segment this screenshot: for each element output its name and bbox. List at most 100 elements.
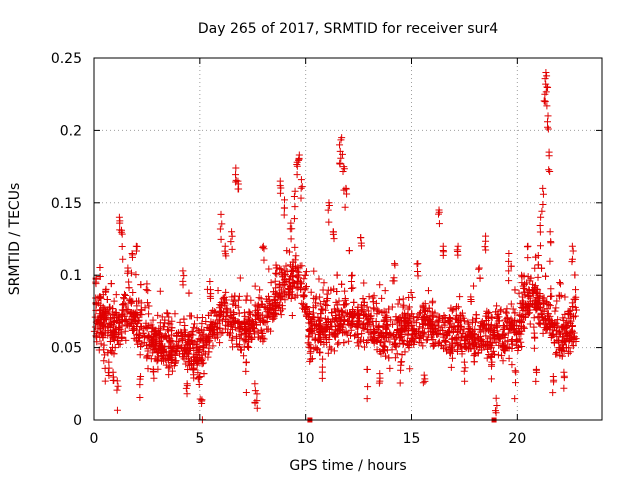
data-point xyxy=(497,306,505,314)
data-point xyxy=(516,316,524,324)
data-point xyxy=(453,346,461,354)
data-point xyxy=(511,309,519,317)
data-point xyxy=(360,343,368,351)
data-point xyxy=(538,207,546,215)
data-point xyxy=(386,329,394,337)
data-point xyxy=(216,339,224,347)
data-point xyxy=(536,320,544,328)
data-point xyxy=(217,210,225,218)
data-point xyxy=(505,249,513,257)
data-point xyxy=(158,345,166,353)
data-point xyxy=(217,299,225,307)
data-point xyxy=(405,342,413,350)
data-point xyxy=(570,313,578,321)
data-point xyxy=(560,374,568,382)
data-point xyxy=(133,242,141,250)
data-point xyxy=(272,284,280,292)
data-point xyxy=(460,358,468,366)
data-point xyxy=(191,356,199,364)
data-point xyxy=(567,317,575,325)
data-point xyxy=(303,302,311,310)
data-point xyxy=(318,368,326,376)
data-point xyxy=(420,306,428,314)
data-point xyxy=(333,271,341,279)
data-point xyxy=(360,279,368,287)
data-point xyxy=(493,302,501,310)
data-point xyxy=(530,314,538,322)
data-point xyxy=(502,309,510,317)
data-point xyxy=(381,343,389,351)
data-point xyxy=(297,184,305,192)
data-point xyxy=(235,309,243,317)
data-point xyxy=(503,305,511,313)
data-point xyxy=(511,367,519,375)
data-point xyxy=(300,292,308,300)
data-point xyxy=(447,363,455,371)
data-point xyxy=(439,315,447,323)
data-point xyxy=(481,243,489,251)
data-point xyxy=(228,232,236,240)
data-point xyxy=(330,347,338,355)
data-point xyxy=(161,333,169,341)
data-point xyxy=(488,350,496,358)
data-point xyxy=(147,355,155,363)
data-point xyxy=(422,336,430,344)
data-point xyxy=(532,288,540,296)
data-point xyxy=(227,311,235,319)
data-point xyxy=(223,306,231,314)
data-point xyxy=(116,219,124,227)
data-point xyxy=(335,322,343,330)
data-point xyxy=(205,338,213,346)
data-point xyxy=(272,261,280,269)
data-point xyxy=(172,343,180,351)
data-point xyxy=(543,305,551,313)
data-point xyxy=(515,329,523,337)
data-point xyxy=(317,305,325,313)
data-point xyxy=(369,330,377,338)
data-point xyxy=(319,355,327,363)
data-point xyxy=(280,211,288,219)
data-point xyxy=(395,331,403,339)
data-point xyxy=(425,316,433,324)
data-point xyxy=(408,310,416,318)
data-point xyxy=(403,337,411,345)
data-point xyxy=(324,206,332,214)
data-point xyxy=(119,301,127,309)
data-point xyxy=(373,337,381,345)
data-point xyxy=(329,228,337,236)
data-point xyxy=(263,313,271,321)
data-point xyxy=(486,333,494,341)
x-tick-label: 0 xyxy=(90,431,99,447)
data-point xyxy=(380,347,388,355)
data-point xyxy=(157,326,165,334)
data-point xyxy=(287,219,295,227)
data-point xyxy=(112,309,120,317)
data-point xyxy=(536,222,544,230)
data-point xyxy=(355,310,363,318)
data-point xyxy=(504,329,512,337)
data-point xyxy=(372,317,380,325)
data-point xyxy=(514,346,522,354)
data-point xyxy=(546,316,554,324)
data-point xyxy=(447,323,455,331)
data-point xyxy=(243,292,251,300)
data-point xyxy=(193,325,201,333)
data-point xyxy=(148,323,156,331)
data-point xyxy=(398,351,406,359)
data-point xyxy=(509,305,517,313)
data-point xyxy=(521,313,529,321)
data-point xyxy=(132,247,140,255)
data-point xyxy=(291,203,299,211)
data-point xyxy=(257,326,265,334)
data-point xyxy=(115,312,123,320)
data-point xyxy=(291,256,299,264)
data-point xyxy=(283,247,291,255)
data-point xyxy=(419,342,427,350)
data-point xyxy=(128,269,136,277)
data-point xyxy=(419,303,427,311)
data-point xyxy=(519,304,527,312)
data-point xyxy=(536,228,544,236)
data-point xyxy=(333,316,341,324)
data-point xyxy=(168,367,176,375)
data-point xyxy=(301,271,309,279)
